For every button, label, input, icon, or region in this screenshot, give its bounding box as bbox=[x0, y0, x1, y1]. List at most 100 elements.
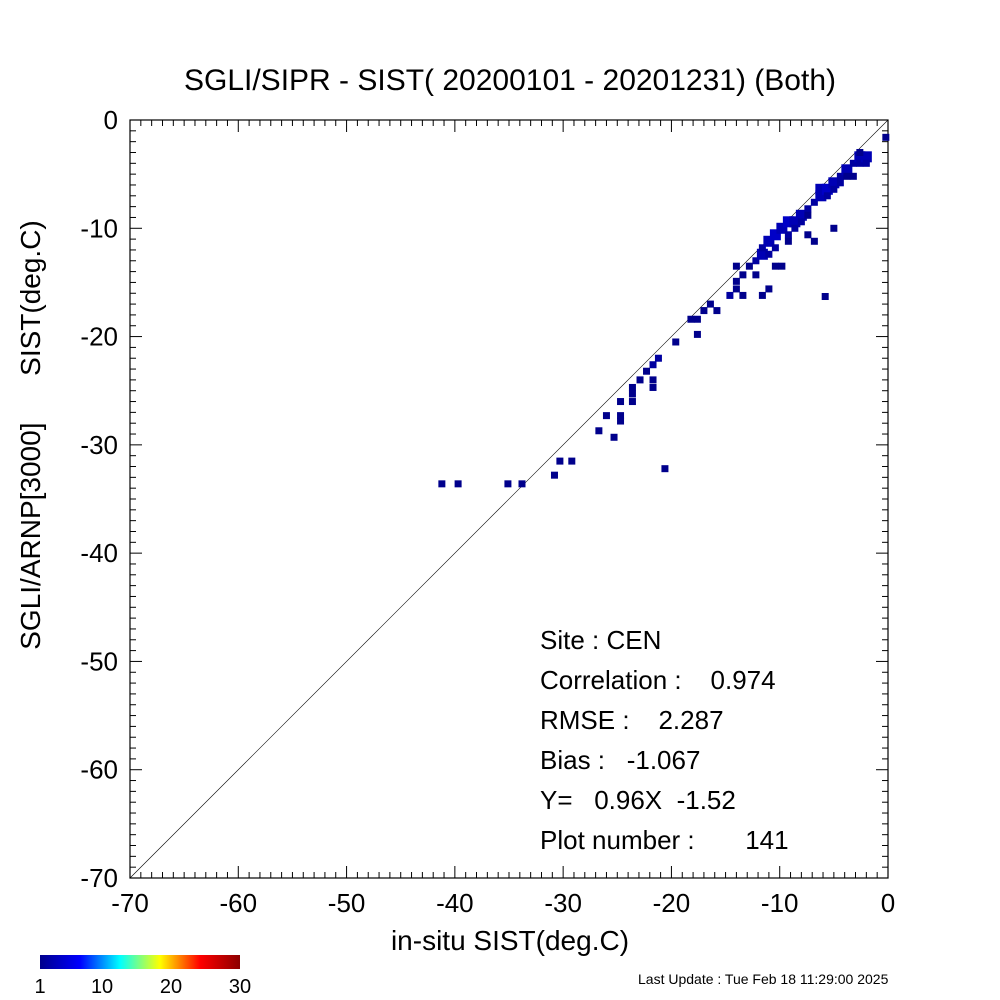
data-point-26 bbox=[693, 330, 701, 338]
data-point-69 bbox=[830, 224, 838, 232]
stat-rmse: RMSE : 2.287 bbox=[540, 705, 724, 735]
data-point-28 bbox=[706, 300, 714, 308]
colorbar-tick-label: 20 bbox=[160, 976, 182, 998]
stat-site: Site : CEN bbox=[540, 625, 661, 655]
y-tick-label: -20 bbox=[80, 322, 118, 352]
data-point-53 bbox=[789, 216, 801, 228]
data-point-11 bbox=[617, 412, 625, 420]
y-tick-label: -50 bbox=[80, 646, 118, 676]
stat-plot-number: Plot number : 141 bbox=[540, 825, 789, 855]
data-point-5 bbox=[556, 457, 564, 465]
data-point-4 bbox=[550, 471, 558, 479]
data-point-62 bbox=[815, 190, 827, 202]
stat-regression: Y= 0.96X -1.52 bbox=[540, 785, 736, 815]
data-point-17 bbox=[643, 367, 651, 375]
data-point-38 bbox=[752, 271, 760, 279]
data-point-7 bbox=[595, 427, 603, 435]
data-point-60 bbox=[810, 237, 818, 245]
data-point-61 bbox=[810, 198, 818, 206]
axis-ticks bbox=[129, 119, 889, 879]
x-tick-label: -70 bbox=[111, 888, 149, 918]
data-point-2 bbox=[504, 480, 512, 488]
data-point-57 bbox=[804, 205, 812, 213]
data-point-64 bbox=[821, 183, 833, 195]
data-point-34 bbox=[739, 271, 747, 279]
data-point-14 bbox=[628, 398, 636, 406]
colorbar-tick-label: 30 bbox=[229, 976, 251, 998]
data-point-13 bbox=[628, 390, 636, 398]
data-point-6 bbox=[568, 457, 576, 465]
data-point-58 bbox=[804, 211, 812, 219]
data-point-37 bbox=[752, 257, 760, 265]
y-tick-label: 0 bbox=[104, 105, 118, 135]
x-tick-label: -20 bbox=[653, 888, 691, 918]
data-point-70 bbox=[836, 172, 844, 180]
data-point-76 bbox=[854, 151, 866, 163]
data-point-12 bbox=[617, 398, 625, 406]
data-point-10 bbox=[617, 417, 625, 425]
x-axis-label: in-situ SIST(deg.C) bbox=[391, 925, 629, 956]
data-point-35 bbox=[739, 291, 747, 299]
data-point-33 bbox=[732, 262, 740, 270]
data-point-27 bbox=[700, 307, 708, 315]
stat-correlation: Correlation : 0.974 bbox=[540, 665, 776, 695]
axis-tick-labels: -70 -60 -50 -40 -30 -20 -10 0 -70 -60 -50 -40 -30 -20… bbox=[80, 105, 895, 918]
colorbar-tick-label: 1 bbox=[34, 976, 45, 998]
x-tick-label: -40 bbox=[436, 888, 474, 918]
x-tick-label: -30 bbox=[544, 888, 582, 918]
data-point-59 bbox=[804, 231, 812, 239]
y-axis-label: SGLI/ARNP[3000] SIST(deg.C) bbox=[15, 220, 46, 650]
data-point-18 bbox=[649, 361, 657, 369]
data-point-73 bbox=[843, 172, 851, 180]
last-update-text: Last Update : Tue Feb 18 11:29:00 2025 bbox=[638, 971, 889, 987]
colorbar bbox=[40, 955, 240, 969]
data-point-44 bbox=[765, 250, 773, 258]
data-point-16 bbox=[636, 376, 644, 384]
data-point-65 bbox=[823, 192, 831, 200]
data-point-77 bbox=[856, 159, 864, 167]
data-point-48 bbox=[776, 222, 788, 234]
data-point-66 bbox=[821, 293, 829, 301]
data-point-31 bbox=[732, 285, 740, 293]
data-point-79 bbox=[862, 159, 870, 167]
data-point-3 bbox=[518, 480, 526, 488]
data-point-63 bbox=[815, 183, 827, 195]
data-point-80 bbox=[856, 148, 864, 156]
data-point-55 bbox=[795, 209, 807, 221]
data-point-51 bbox=[784, 231, 792, 239]
data-point-24 bbox=[687, 315, 695, 323]
y-tick-label: -60 bbox=[80, 755, 118, 785]
colorbar-labels: 1 10 20 30 bbox=[34, 976, 251, 998]
data-point-46 bbox=[771, 244, 779, 252]
y-tick-label: -10 bbox=[80, 213, 118, 243]
y-tick-label: -30 bbox=[80, 430, 118, 460]
data-point-54 bbox=[791, 224, 799, 232]
chart-title: SGLI/SIPR - SIST( 20200101 - 20201231) (… bbox=[184, 64, 836, 97]
data-point-42 bbox=[765, 285, 773, 293]
y-tick-label: -70 bbox=[80, 863, 118, 893]
data-point-81 bbox=[882, 133, 890, 141]
data-point-29 bbox=[713, 307, 721, 315]
data-point-43 bbox=[763, 235, 775, 247]
data-point-32 bbox=[732, 277, 740, 285]
data-point-72 bbox=[841, 164, 853, 176]
data-point-30 bbox=[726, 291, 734, 299]
data-point-9 bbox=[610, 433, 618, 441]
data-point-0 bbox=[438, 480, 446, 488]
data-point-50 bbox=[782, 216, 794, 228]
data-points-layer bbox=[438, 133, 890, 488]
data-point-68 bbox=[830, 185, 838, 193]
data-point-39 bbox=[756, 248, 768, 260]
data-point-22 bbox=[661, 465, 669, 473]
data-point-36 bbox=[745, 262, 753, 270]
data-point-52 bbox=[784, 237, 792, 245]
colorbar-tick-label: 10 bbox=[91, 976, 113, 998]
data-point-78 bbox=[860, 151, 872, 163]
stat-bias: Bias : -1.067 bbox=[540, 745, 700, 775]
data-point-15 bbox=[628, 383, 636, 391]
data-point-75 bbox=[849, 172, 857, 180]
data-point-71 bbox=[836, 179, 844, 187]
data-point-45 bbox=[769, 229, 781, 241]
data-point-19 bbox=[654, 354, 662, 362]
